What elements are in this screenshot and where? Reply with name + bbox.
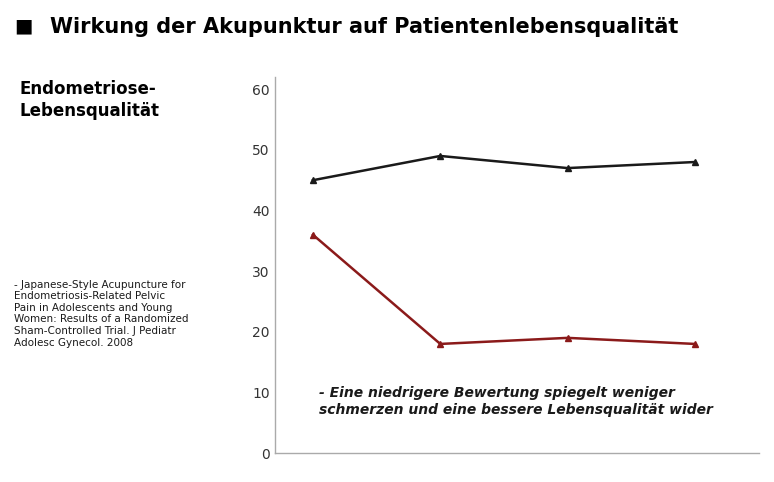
Sham <box>436 153 445 159</box>
Text: Endometriose-
Lebensqualität: Endometriose- Lebensqualität <box>19 80 159 120</box>
Sham <box>308 177 317 183</box>
Text: Wirkung der Akupunktur auf Patientenlebensqualität: Wirkung der Akupunktur auf Patientenlebe… <box>50 17 679 37</box>
Text: ■: ■ <box>14 17 33 36</box>
Sham <box>563 165 572 171</box>
Active <box>436 341 445 347</box>
Active <box>308 232 317 238</box>
Text: - Eine niedrigere Bewertung spiegelt weniger
schmerzen und eine bessere Lebensqu: - Eine niedrigere Bewertung spiegelt wen… <box>320 387 713 416</box>
Line: Sham: Sham <box>310 152 698 184</box>
Active <box>690 341 700 347</box>
Sham <box>690 159 700 165</box>
Line: Active: Active <box>310 231 698 348</box>
Text: - Japanese-Style Acupuncture for
Endometriosis-Related Pelvic
Pain in Adolescent: - Japanese-Style Acupuncture for Endomet… <box>14 280 188 348</box>
Active <box>563 335 572 341</box>
